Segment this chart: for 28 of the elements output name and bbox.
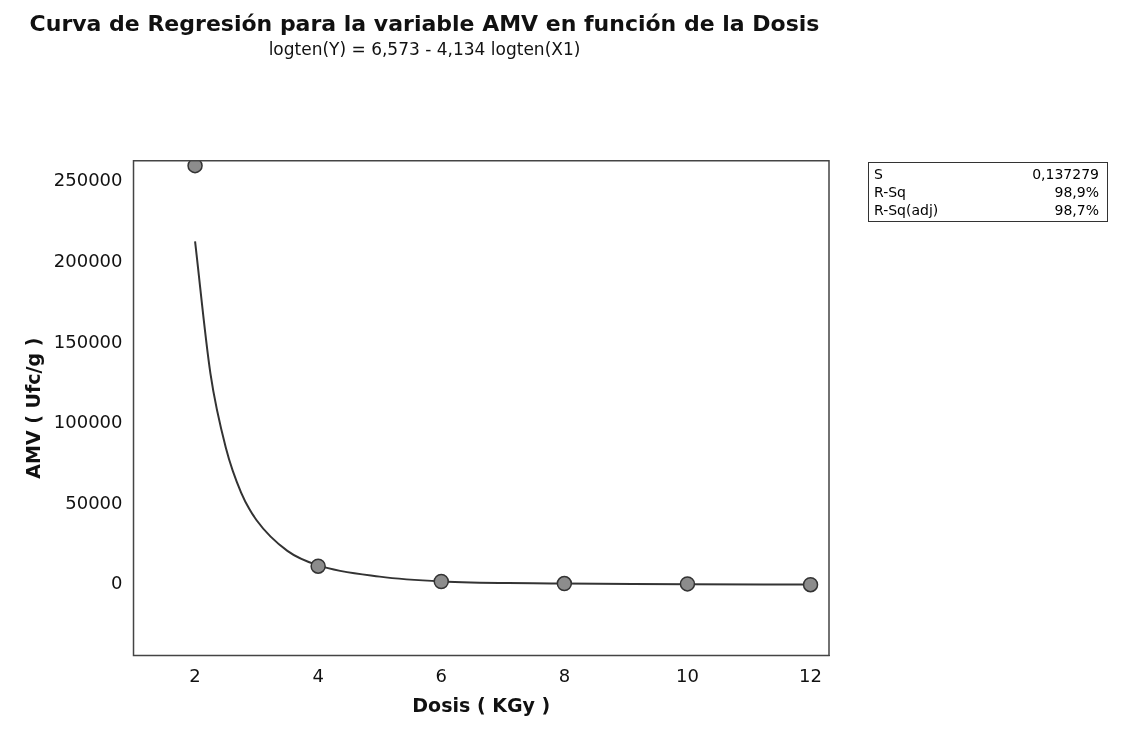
y-tick-label: 0 bbox=[111, 572, 123, 594]
y-tick-label: 50000 bbox=[65, 491, 123, 513]
x-tick-label: 12 bbox=[799, 665, 822, 687]
text: R-Sq(adj) bbox=[874, 202, 940, 218]
chart-subtitle: logten(Y) = 6,573 - 4,134 logten(X1) bbox=[268, 39, 581, 60]
x-tick-label: 6 bbox=[435, 665, 447, 687]
point bbox=[187, 160, 203, 174]
y-tick-label: 150000 bbox=[53, 330, 123, 352]
x-tick-label: 2 bbox=[189, 665, 201, 687]
point bbox=[433, 573, 449, 590]
text: R-Sq bbox=[874, 184, 907, 200]
point bbox=[556, 575, 573, 592]
text: 98,9% bbox=[1053, 184, 1099, 200]
point bbox=[679, 576, 696, 592]
y-axis-title: AMV ( Ufc/g ) bbox=[22, 337, 45, 479]
y-tick-label: 100000 bbox=[53, 411, 123, 433]
text: S bbox=[874, 166, 884, 182]
x-tick-label: 10 bbox=[675, 665, 699, 687]
text: 0,137279 bbox=[1032, 166, 1099, 182]
y-tick-label: 200000 bbox=[53, 250, 123, 272]
x-axis-title: Dosis ( KGy ) bbox=[412, 693, 551, 716]
x-tick-label: 4 bbox=[312, 665, 324, 687]
point bbox=[310, 558, 326, 574]
y-tick-label: 250000 bbox=[53, 169, 123, 191]
chart-title: Curva de Regresión para la variable AMV en función de la Dosis bbox=[29, 10, 820, 36]
point bbox=[802, 576, 819, 593]
x-tick-label: 8 bbox=[558, 665, 571, 687]
text: 98,7% bbox=[1053, 202, 1099, 218]
